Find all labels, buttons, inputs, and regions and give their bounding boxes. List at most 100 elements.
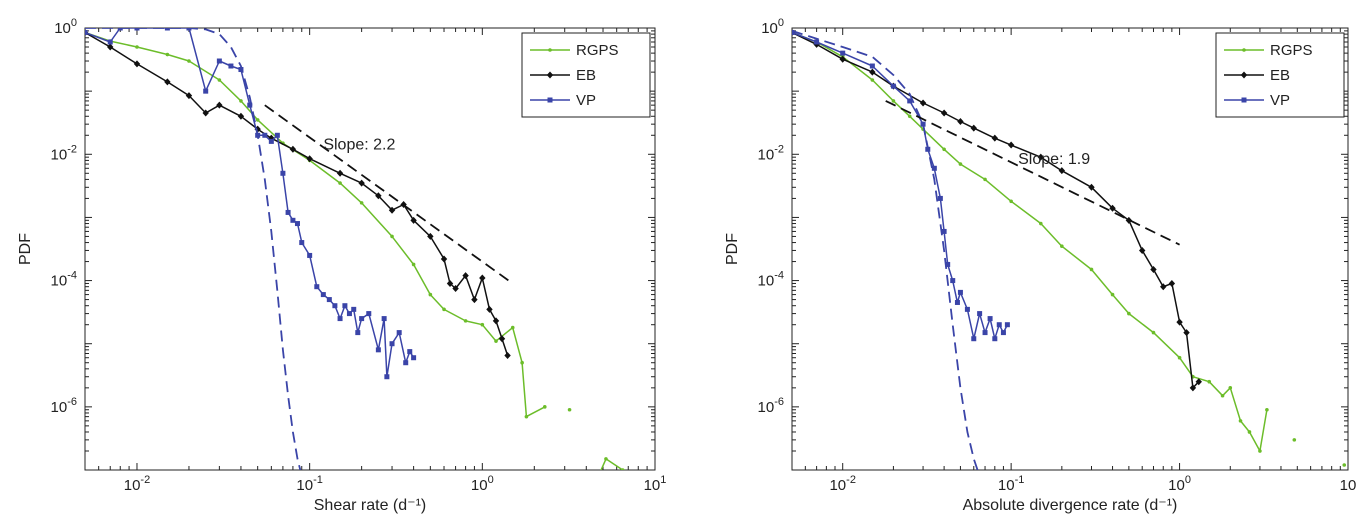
plot-area	[85, 28, 634, 486]
series-rgps-point	[510, 325, 515, 330]
series-rgps-point	[428, 292, 433, 297]
x-tick-label: 100	[471, 474, 494, 494]
legend: RGPS EB VP	[521, 32, 651, 118]
y-tick-label: 10-6	[51, 396, 77, 416]
series-rgps-point	[542, 405, 547, 409]
series-eb-point	[991, 134, 999, 142]
series-vp-point	[307, 252, 313, 258]
series-eb-point	[306, 155, 313, 163]
y-tick-exponent: 0	[71, 17, 77, 29]
plot-frame	[791, 27, 1349, 471]
series-eb-point	[486, 305, 493, 313]
series-rgps-point	[620, 468, 625, 470]
series-rgps-point	[411, 262, 416, 267]
x-tick-exponent: -2	[846, 474, 856, 486]
y-tick-label: 10-4	[51, 270, 77, 290]
legend-swatch-marker	[546, 71, 554, 79]
series-vp-fit-line	[85, 28, 302, 470]
series-eb-line	[85, 31, 509, 356]
series-rgps-point	[338, 181, 342, 185]
series-vp-point	[285, 209, 291, 215]
series-vp-point	[931, 165, 937, 171]
series-rgps-point	[1177, 355, 1182, 360]
series-vp-point	[1000, 330, 1006, 336]
series-rgps-point	[983, 177, 987, 182]
series-eb-point	[1037, 153, 1044, 161]
series-eb-point	[358, 179, 365, 187]
series-eb-point	[185, 92, 193, 100]
x-tick-label: 10-2	[124, 474, 150, 494]
series-vp-point	[941, 228, 947, 234]
series-vp-point	[228, 63, 234, 69]
y-tick-base: 10	[758, 399, 775, 416]
legend-label: EB	[1270, 67, 1290, 84]
x-tick-label: 101	[644, 474, 667, 494]
series-vp-point	[964, 306, 970, 312]
series-vp-point	[342, 303, 348, 309]
y-tick-exponent: -4	[67, 270, 77, 282]
series-vp-point	[117, 28, 123, 31]
series-vp-point	[403, 360, 409, 366]
series-eb-point	[1183, 329, 1190, 337]
y-tick-label: 100	[54, 17, 77, 37]
series-vp-point	[299, 240, 305, 246]
legend-swatch-marker	[1242, 48, 1246, 52]
legend-label: RGPS	[1270, 42, 1313, 59]
series-eb-point	[1139, 246, 1146, 254]
x-tick-base: 10	[998, 477, 1015, 494]
series-eb-point	[216, 101, 223, 109]
series-rgps-point	[630, 482, 634, 486]
series-eb-point	[202, 109, 209, 117]
series-eb-point	[452, 284, 459, 292]
series-eb-point	[1125, 216, 1133, 224]
y-tick-label: 10-2	[51, 143, 77, 163]
x-tick-exponent: 0	[1185, 474, 1191, 486]
series-vp-point	[314, 284, 320, 290]
series-vp-point	[359, 316, 365, 322]
series-eb-point	[1176, 318, 1183, 326]
series-vp-fit	[85, 28, 302, 470]
series-vp-point	[346, 311, 352, 317]
series-vp-fit-line	[792, 30, 979, 470]
series-rgps-point	[359, 201, 364, 205]
series-rgps-point	[1342, 463, 1347, 467]
y-tick-label: 10-2	[758, 143, 784, 163]
series-vp-point	[396, 330, 402, 336]
legend-label: VP	[1270, 92, 1290, 109]
series-eb-point	[1160, 283, 1167, 291]
series-vp-point	[332, 303, 338, 309]
series-vp-point	[337, 316, 343, 322]
series-eb-point	[388, 206, 396, 214]
x-tick-label: 10	[1340, 477, 1357, 494]
series-vp-point	[294, 221, 300, 227]
series-vp-point	[890, 83, 896, 89]
series-vp-point	[238, 67, 244, 73]
slope-annotation: Slope: 1.9	[1018, 151, 1090, 168]
series-vp-point	[971, 336, 977, 342]
series-vp-point	[280, 170, 286, 176]
x-tick-exponent: -1	[1015, 474, 1025, 486]
series-eb-point	[919, 99, 927, 107]
series-vp-point	[954, 299, 960, 305]
series-eb-point	[164, 78, 171, 86]
series-eb-point	[462, 272, 469, 280]
series-vp-point	[996, 322, 1002, 328]
series-vp-point	[957, 289, 963, 295]
series-rgps-point	[1207, 379, 1212, 384]
plot-frame	[84, 27, 656, 471]
series-vp-point	[869, 63, 875, 69]
series-rgps-point	[942, 147, 946, 152]
plot-area	[792, 28, 1347, 470]
series-vp-point	[355, 330, 361, 336]
x-tick-exponent: 0	[488, 474, 494, 486]
slope-annotation: Slope: 2.2	[323, 136, 395, 153]
series-vp-point	[375, 347, 381, 353]
series-slope-1-9	[885, 100, 1180, 246]
series-eb-point	[1058, 167, 1066, 175]
series-rgps-point	[1038, 221, 1043, 226]
legend-label: RGPS	[576, 42, 619, 59]
series-rgps-point	[958, 162, 963, 166]
series-vp-point	[274, 132, 280, 138]
